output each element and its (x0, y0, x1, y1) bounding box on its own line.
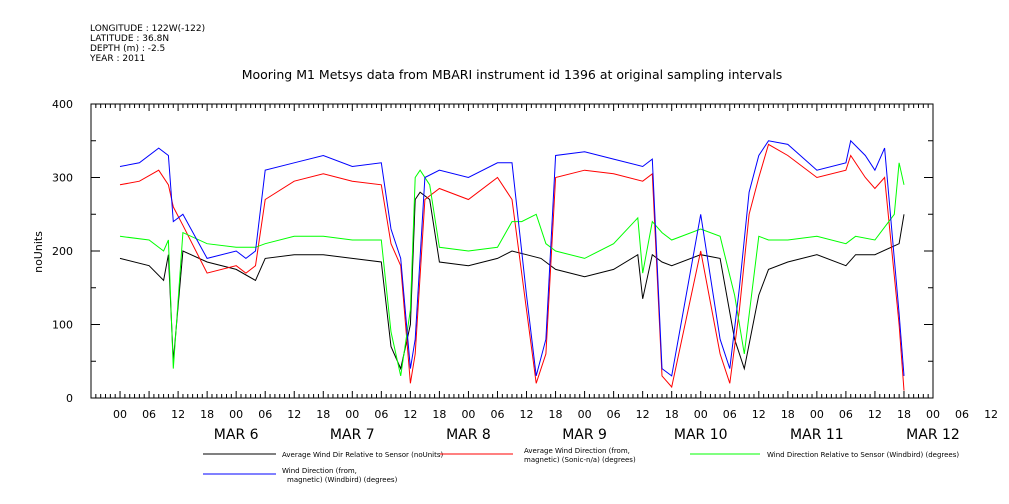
meta-line-3: DEPTH (m) : -2.5 (90, 44, 165, 54)
y-tick-label: 300 (52, 172, 73, 185)
x-hour-label: 00 (926, 408, 940, 421)
legend-label-series-1: Average Wind Dir Relative to Sensor (noU… (282, 451, 443, 459)
x-hour-label: 12 (287, 408, 301, 421)
y-tick-label: 400 (52, 98, 73, 111)
x-hour-label: 12 (984, 408, 998, 421)
x-hour-label: 06 (955, 408, 969, 421)
series-line-2 (119, 143, 905, 391)
y-tick-label: 0 (66, 392, 73, 405)
x-hour-label: 12 (636, 408, 650, 421)
x-hour-label: 06 (258, 408, 272, 421)
legend-label-series-4-line-1: Wind Direction (from, (282, 467, 357, 475)
y-axis-label: noUnits (32, 231, 45, 273)
series-line-1 (119, 191, 905, 371)
y-tick-label: 100 (52, 319, 73, 332)
x-day-label: MAR 7 (330, 427, 375, 443)
x-day-label: MAR 8 (446, 427, 491, 443)
series-layer (119, 139, 905, 391)
x-day-label: MAR 11 (790, 427, 844, 443)
x-hour-label: 00 (810, 408, 824, 421)
x-hour-label: 06 (374, 408, 388, 421)
legend-label-series-3: Wind Direction Relative to Sensor (Windb… (767, 451, 959, 459)
x-day-label: MAR 12 (906, 427, 960, 443)
series-line-3 (119, 162, 905, 377)
y-tick-label: 200 (52, 245, 73, 258)
x-hour-label: 00 (694, 408, 708, 421)
x-hour-label: 06 (142, 408, 156, 421)
x-day-label: MAR 9 (562, 427, 607, 443)
legend-label-series-2-line-2: magnetic) (Sonic-n/a) (degrees) (524, 456, 636, 464)
x-hour-label: 18 (781, 408, 795, 421)
x-hour-label: 18 (665, 408, 679, 421)
meta-line-2: LATITUDE : 36.8N (90, 34, 169, 44)
x-hour-label: 18 (432, 408, 446, 421)
chart-title: Mooring M1 Metsys data from MBARI instru… (242, 67, 783, 82)
legend: Average Wind Dir Relative to Sensor (noU… (203, 447, 959, 484)
x-hour-label: 06 (490, 408, 504, 421)
x-hour-label: 00 (229, 408, 243, 421)
legend-label-series-4-line-2: magnetic) (Windbird) (degrees) (287, 476, 398, 484)
axis-layer: 0 100 200 300 400 00 06 12 18 00 06 12 18 00 06 12 18 00 0… (52, 98, 998, 443)
meta-line-1: LONGITUDE : 122W(-122) (90, 24, 205, 34)
x-hour-label: 00 (345, 408, 359, 421)
x-hour-label: 06 (723, 408, 737, 421)
x-hour-label: 12 (868, 408, 882, 421)
x-hour-label: 12 (752, 408, 766, 421)
x-day-label: MAR 6 (214, 427, 259, 443)
x-hour-label: 12 (403, 408, 417, 421)
x-hour-label: 18 (200, 408, 214, 421)
x-hour-label: 12 (520, 408, 534, 421)
x-hour-label: 18 (549, 408, 563, 421)
x-hour-label: 12 (171, 408, 185, 421)
x-day-label: MAR 10 (674, 427, 728, 443)
legend-label-series-2-line-1: Average Wind Direction (from, (524, 447, 630, 455)
series-line-4 (119, 139, 905, 377)
x-hour-label: 06 (607, 408, 621, 421)
x-hour-label: 00 (461, 408, 475, 421)
x-hour-label: 06 (839, 408, 853, 421)
x-hour-label: 00 (113, 408, 127, 421)
meta-line-4: YEAR : 2011 (89, 54, 145, 64)
x-hour-label: 00 (578, 408, 592, 421)
x-hour-label: 18 (316, 408, 330, 421)
x-hour-label: 18 (897, 408, 911, 421)
